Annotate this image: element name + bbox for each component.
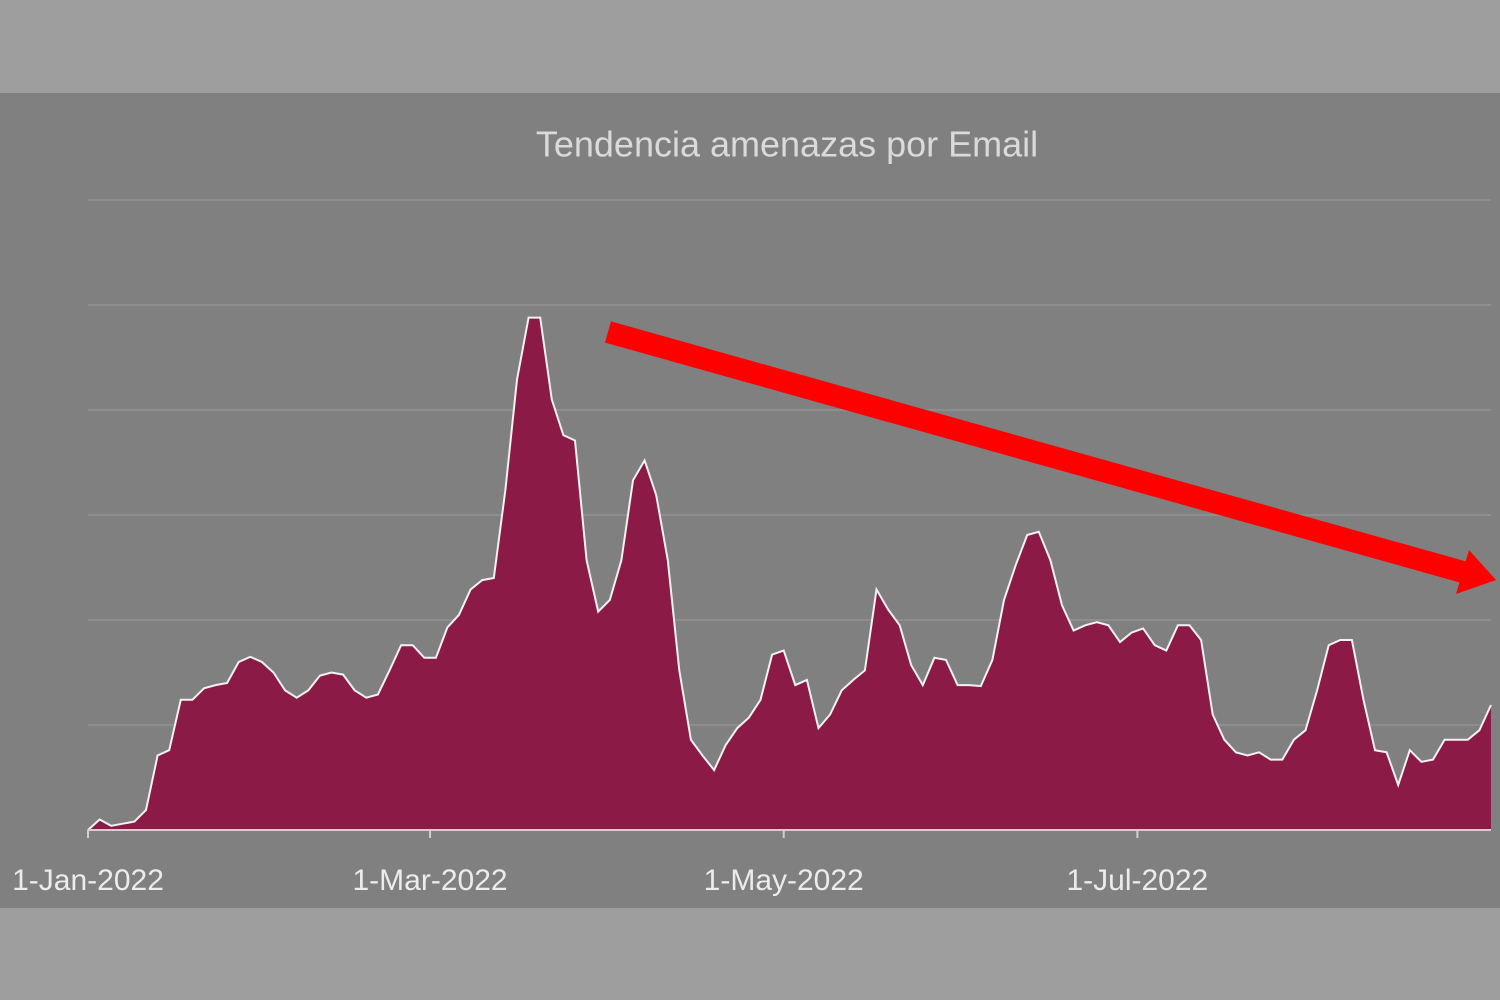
- area-outline: [87, 316, 1492, 831]
- trend-arrow: [605, 321, 1496, 594]
- x-tick-label: 1-May-2022: [704, 864, 864, 897]
- arrow-head: [1456, 550, 1496, 594]
- plot: 1-Jan-2022 1-Mar-2022 1-May-2022 1-Jul-2022: [12, 199, 1492, 897]
- x-tick-label: 1-Jul-2022: [1066, 864, 1208, 897]
- area: [88, 317, 1491, 831]
- arrow-shaft: [605, 321, 1466, 583]
- chart-title: Tendencia amenazas por Email: [536, 124, 1038, 165]
- x-tick-label: 1-Jan-2022: [12, 864, 164, 897]
- x-tick-label: 1-Mar-2022: [353, 864, 508, 897]
